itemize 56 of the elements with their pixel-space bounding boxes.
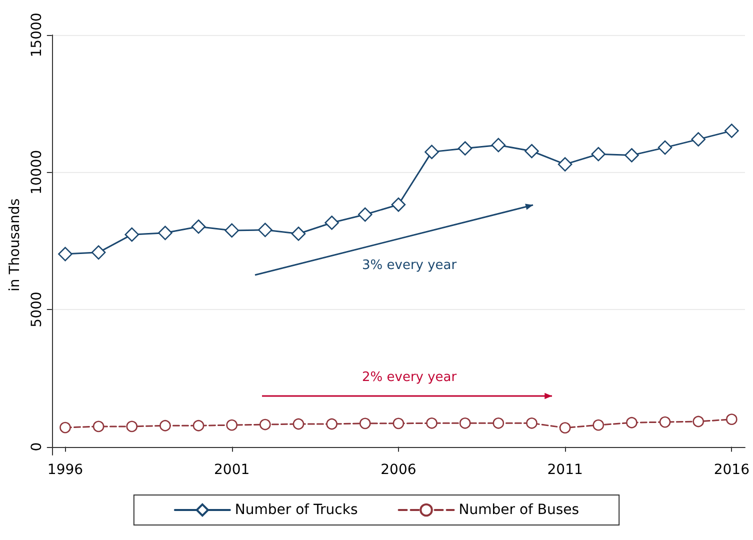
point	[126, 420, 138, 432]
point	[659, 416, 671, 428]
point	[491, 138, 506, 152]
point	[526, 418, 538, 429]
point	[124, 227, 140, 242]
point	[58, 246, 72, 262]
point	[391, 197, 406, 212]
point	[726, 414, 738, 425]
point	[559, 422, 571, 434]
point	[192, 420, 204, 432]
point	[359, 418, 371, 430]
point	[558, 157, 572, 172]
annotation: 2% every year	[362, 370, 457, 385]
point	[458, 141, 472, 156]
point	[524, 144, 539, 158]
point	[591, 146, 606, 162]
point	[324, 216, 339, 230]
point	[358, 207, 372, 222]
y-tick-label: 0	[28, 442, 45, 452]
point	[424, 144, 439, 160]
point	[191, 219, 206, 234]
point	[592, 419, 604, 431]
point	[692, 416, 704, 428]
point	[60, 422, 71, 434]
x-tick-label: 1996	[47, 462, 84, 478]
x-tick-label: 2001	[214, 462, 250, 478]
point	[624, 148, 639, 162]
point	[691, 132, 706, 146]
point	[724, 124, 739, 138]
point	[158, 226, 172, 240]
annotation: 3% every year	[362, 258, 457, 273]
x-tick-label: 2016	[714, 462, 750, 478]
y-tick-label: 10000	[28, 150, 45, 195]
y-tick-label: 15000	[28, 12, 45, 58]
point	[224, 223, 239, 238]
point	[426, 418, 438, 429]
point	[160, 420, 171, 432]
point	[226, 419, 238, 431]
point	[91, 245, 106, 260]
y-axis-title: in Thousands	[7, 198, 23, 292]
point	[92, 420, 104, 432]
point	[392, 418, 404, 430]
point	[626, 416, 638, 428]
point	[260, 418, 271, 430]
point	[292, 418, 304, 430]
point	[658, 140, 672, 155]
legend-label: Number of Buses	[458, 502, 580, 518]
y-tick-label: 5000	[28, 292, 45, 328]
point	[258, 222, 272, 238]
x-tick-label: 2011	[547, 462, 583, 478]
point	[459, 418, 471, 429]
point	[326, 418, 338, 430]
point	[492, 418, 504, 429]
x-tick-label: 2006	[380, 462, 416, 478]
legend-label: Number of Trucks	[234, 502, 358, 518]
point	[291, 226, 306, 241]
